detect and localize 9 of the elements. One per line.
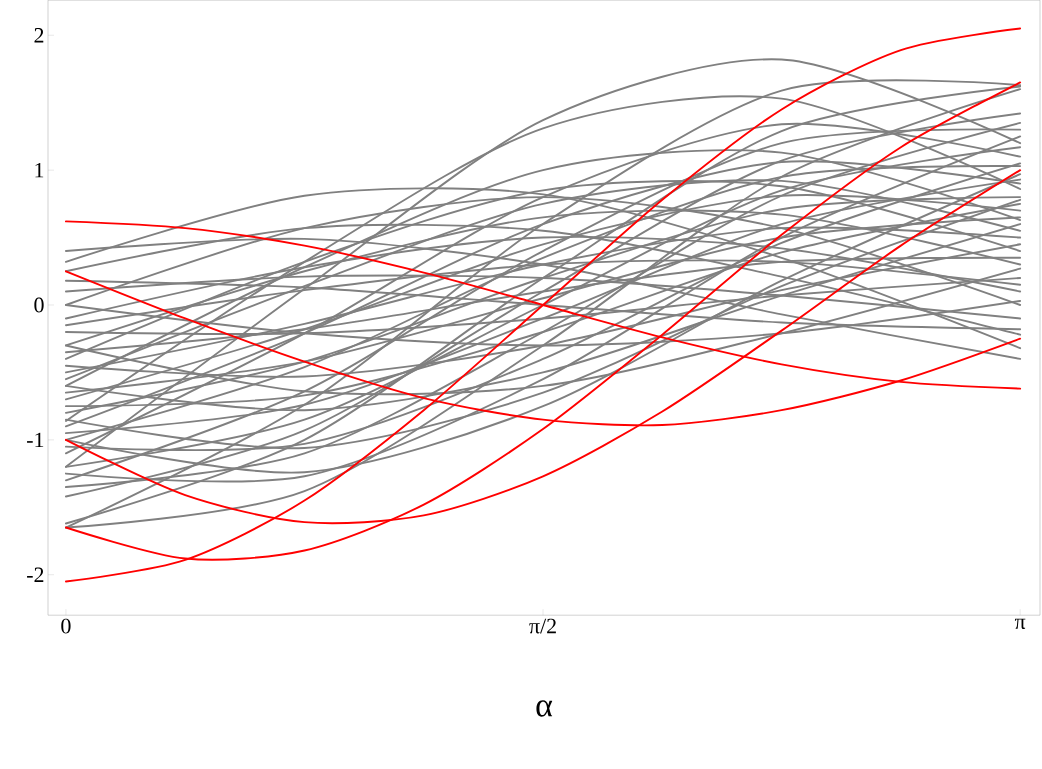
x-axis-title: α: [536, 700, 553, 717]
y-tick-label: -2: [27, 567, 44, 582]
x-tick-label: 0: [61, 618, 71, 634]
x-tick-label: π/2: [529, 618, 556, 634]
y-tick-label: -1: [27, 432, 44, 447]
y-tick-label: 0: [34, 297, 44, 313]
y-tick-label: 2: [34, 27, 44, 43]
x-tick-label: π: [1014, 618, 1026, 629]
y-tick-label: 1: [35, 162, 44, 178]
